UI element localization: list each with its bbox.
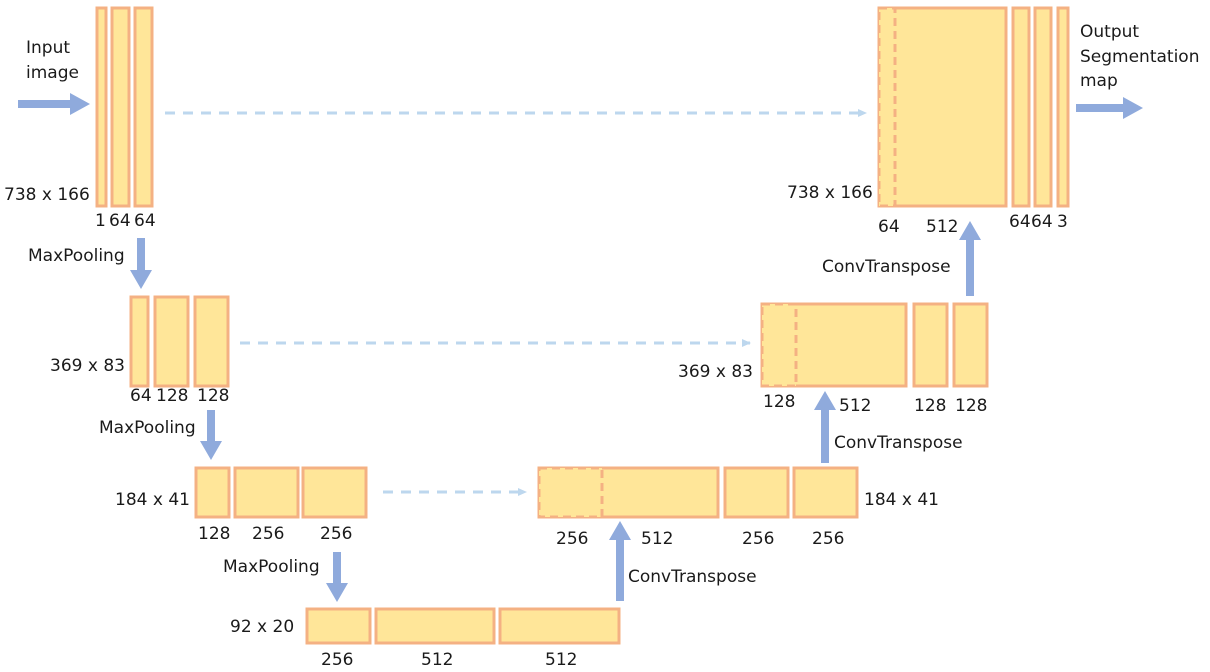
decoder-level2-blocks <box>760 302 989 388</box>
skip-connections <box>165 109 867 496</box>
dec1-ch2: 64 <box>1031 212 1053 232</box>
dec3-block-skip <box>537 466 604 519</box>
dec2-up-ch: 512 <box>839 396 872 416</box>
dec2-skip-ch: 128 <box>763 392 796 412</box>
dec3-up-ch: 512 <box>641 529 674 549</box>
decoder-level3-blocks <box>537 466 859 519</box>
output-label-line1: Output <box>1080 22 1140 42</box>
dec3-dims: 184 x 41 <box>864 490 939 510</box>
bott-block-2 <box>374 607 496 645</box>
enc3-ch1: 128 <box>198 524 231 544</box>
output-label-line3: map <box>1080 71 1118 91</box>
decoder-level1-blocks <box>877 6 1070 208</box>
bott-ch3: 512 <box>545 650 578 670</box>
flow-arrows <box>18 93 1143 602</box>
enc1-ch1: 1 <box>95 211 106 231</box>
enc2-ch3: 128 <box>197 386 230 406</box>
dec3-block-1 <box>723 466 790 519</box>
bott-block-1 <box>305 607 372 645</box>
input-arrow <box>18 93 90 115</box>
maxpool-label-3: MaxPooling <box>223 557 320 577</box>
output-arrow <box>1076 97 1143 119</box>
input-label-line1: Input <box>26 38 71 58</box>
enc3-block-2 <box>233 466 300 519</box>
dec3-ch1: 256 <box>742 529 775 549</box>
dec1-block-1 <box>1011 6 1031 208</box>
encoder-level3-blocks <box>194 466 368 519</box>
bott-dims: 92 x 20 <box>230 617 295 637</box>
enc1-ch2: 64 <box>109 211 131 231</box>
enc2-block-3 <box>193 295 230 388</box>
enc1-block-1 <box>95 6 108 208</box>
dec1-ch1: 64 <box>1009 212 1031 232</box>
dec3-ch2: 256 <box>812 529 845 549</box>
convtranspose-arrow-3 <box>959 221 981 296</box>
maxpool-label-1: MaxPooling <box>28 246 125 266</box>
convtranspose-arrow-1 <box>609 521 631 601</box>
bottleneck-blocks <box>305 607 621 645</box>
convtranspose-label-3: ConvTranspose <box>822 257 951 277</box>
dec1-up-ch: 512 <box>926 217 959 237</box>
maxpool-label-2: MaxPooling <box>99 418 196 438</box>
enc1-dims: 738 x 166 <box>4 185 90 205</box>
output-label-line2: Segmentation <box>1080 47 1200 67</box>
enc2-block-2 <box>153 295 190 388</box>
dec1-block-2 <box>1033 6 1053 208</box>
enc1-block-3 <box>133 6 154 208</box>
enc2-ch2: 128 <box>156 386 189 406</box>
enc3-block-3 <box>301 466 368 519</box>
encoder-level2-blocks <box>129 295 230 388</box>
enc3-ch2: 256 <box>252 524 285 544</box>
convtranspose-label-1: ConvTranspose <box>628 567 757 587</box>
dec2-block-skip <box>760 302 798 388</box>
maxpool-arrow-3 <box>326 552 348 602</box>
dec2-ch2: 128 <box>955 396 988 416</box>
dec1-block-up <box>877 6 1008 208</box>
dec2-ch1: 128 <box>914 396 947 416</box>
input-label-line2: image <box>26 63 79 83</box>
dec1-block-3 <box>1056 6 1070 208</box>
enc2-dims: 369 x 83 <box>50 356 125 376</box>
enc3-dims: 184 x 41 <box>115 490 190 510</box>
convtranspose-label-2: ConvTranspose <box>834 433 963 453</box>
bott-ch2: 512 <box>421 650 454 670</box>
encoder-level1-blocks <box>95 6 154 208</box>
enc2-block-1 <box>129 295 150 388</box>
enc1-ch3: 64 <box>134 211 156 231</box>
dec3-skip-ch: 256 <box>556 529 589 549</box>
enc3-ch3: 256 <box>320 524 353 544</box>
maxpool-arrow-1 <box>130 238 152 289</box>
enc3-block-1 <box>194 466 231 519</box>
convtranspose-arrow-2 <box>814 391 836 463</box>
enc1-block-2 <box>110 6 131 208</box>
enc2-ch1: 64 <box>130 386 152 406</box>
bott-ch1: 256 <box>321 650 354 670</box>
dec1-skip-ch: 64 <box>878 217 900 237</box>
maxpool-arrow-2 <box>200 410 222 460</box>
dec2-dims: 369 x 83 <box>678 362 753 382</box>
dec1-ch3: 3 <box>1057 212 1068 232</box>
bott-block-3 <box>498 607 621 645</box>
dec3-block-2 <box>792 466 859 519</box>
dec1-block-skip <box>877 6 897 208</box>
dec1-dims: 738 x 166 <box>787 183 873 203</box>
dec2-block-2 <box>952 302 989 388</box>
dec2-block-1 <box>912 302 949 388</box>
